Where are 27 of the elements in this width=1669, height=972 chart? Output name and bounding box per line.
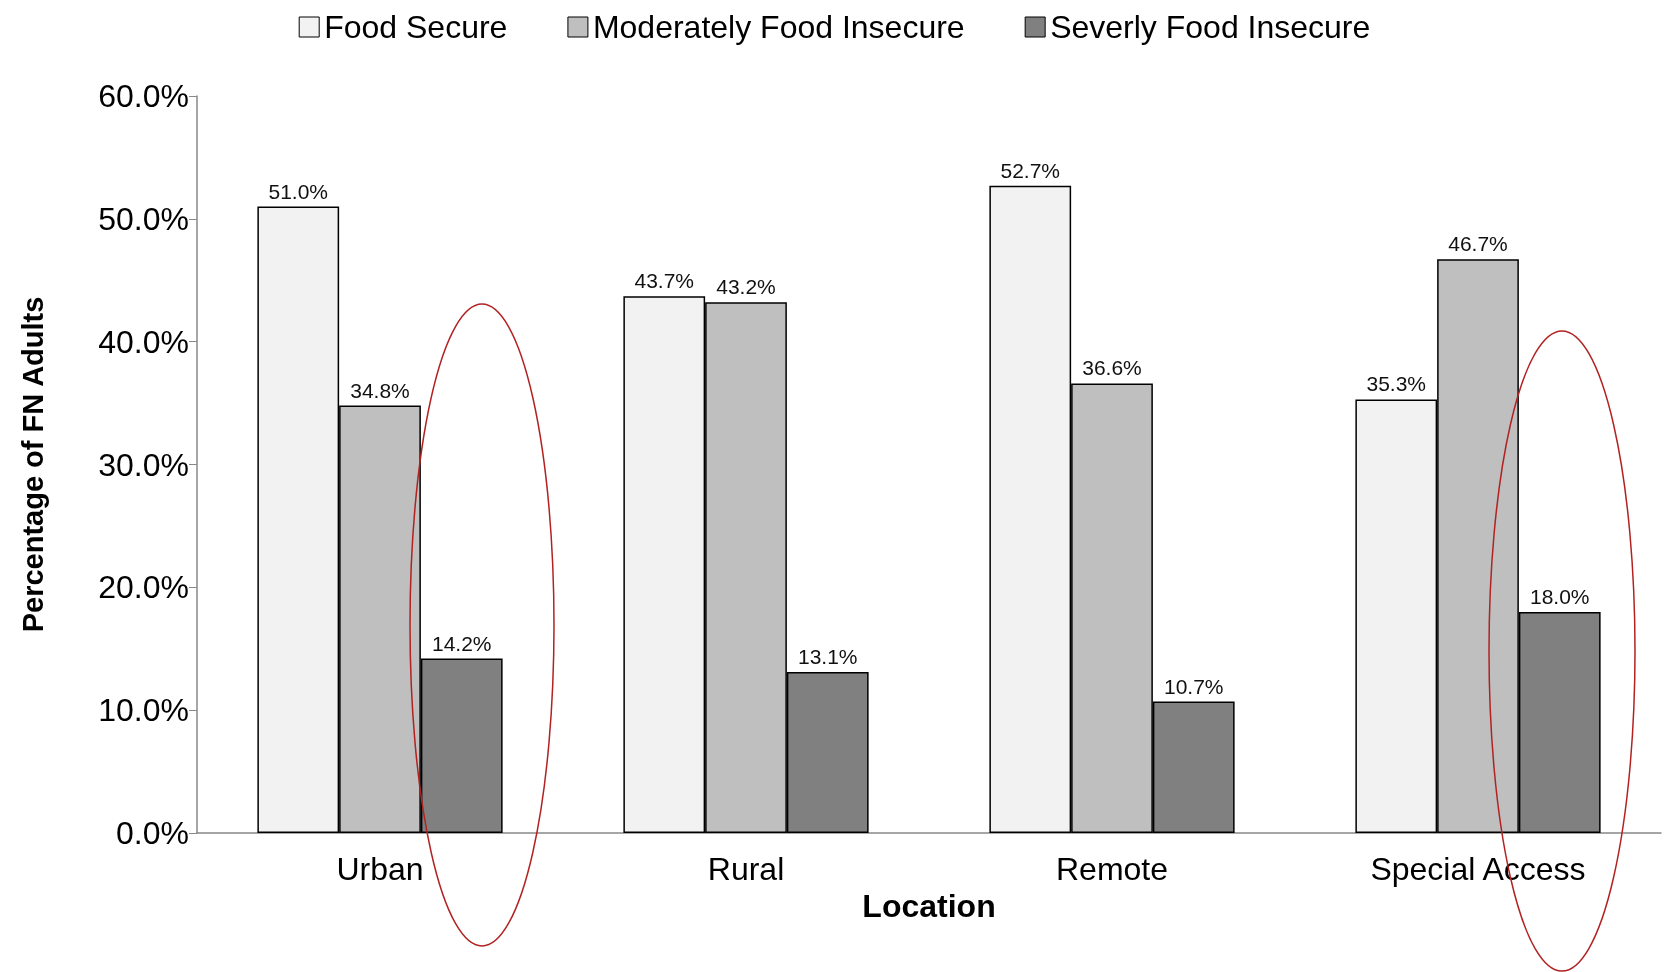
legend-label: Severly Food Insecure — [1050, 9, 1371, 45]
y-tick-label: 10.0% — [98, 692, 189, 729]
data-label: 13.1% — [797, 645, 858, 669]
y-tick-label: 20.0% — [98, 569, 189, 606]
data-label: 34.8% — [350, 378, 410, 402]
data-label: 18.0% — [1529, 584, 1590, 608]
data-label: 43.2% — [716, 275, 776, 299]
data-label: 51.0% — [268, 179, 329, 203]
y-tick-label: 40.0% — [98, 323, 189, 360]
y-tick-label: 30.0% — [98, 446, 189, 483]
data-label: 10.7% — [1163, 674, 1224, 698]
y-tick-label: 60.0% — [98, 78, 189, 114]
x-axis-title: Location — [862, 887, 996, 924]
data-label: 46.7% — [1448, 232, 1508, 256]
data-label: 36.6% — [1082, 356, 1142, 380]
y-tick-label: 0.0% — [116, 815, 189, 851]
data-label: 14.2% — [431, 631, 492, 655]
y-axis-title: Percentage of FN Adults — [16, 296, 49, 633]
data-label: 35.3% — [1366, 372, 1427, 396]
data-label: 52.7% — [1000, 158, 1061, 182]
x-tick-label: Remote — [1055, 851, 1169, 887]
x-tick-label: Urban — [336, 851, 424, 887]
x-tick-label: Rural — [707, 851, 785, 887]
y-tick-label: 50.0% — [98, 200, 189, 237]
legend-label: Moderately Food Insecure — [592, 9, 965, 45]
legend-label: Food Secure — [324, 9, 508, 45]
data-label: 43.7% — [634, 269, 695, 293]
